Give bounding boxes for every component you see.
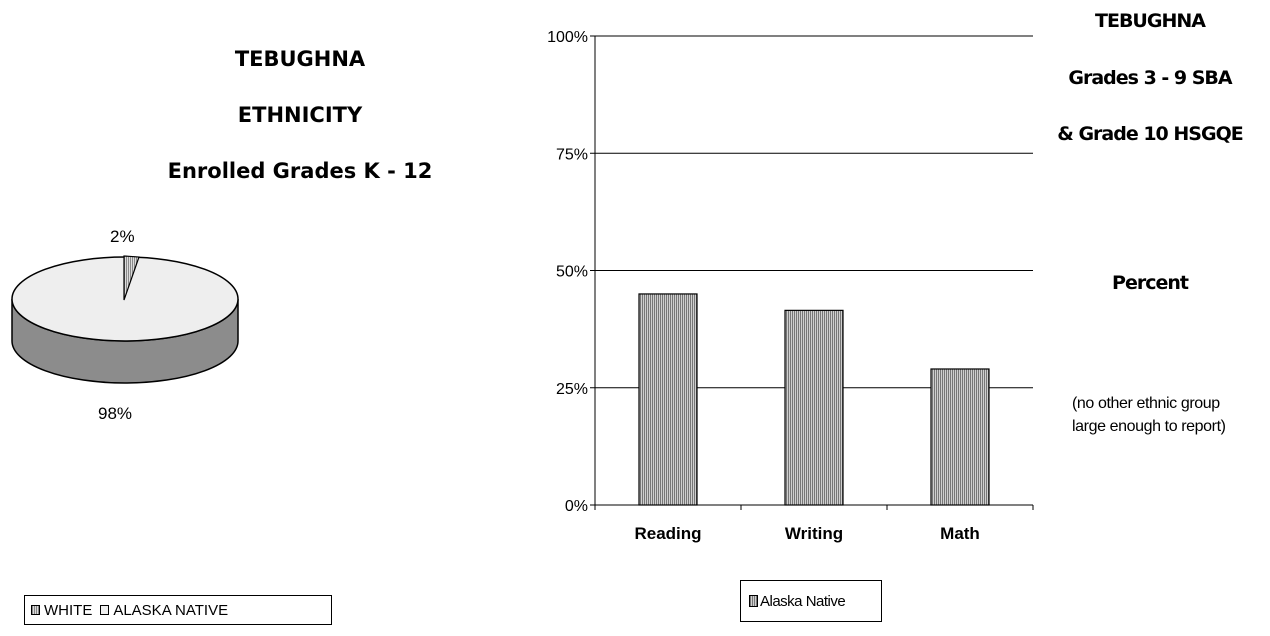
legend-item-white: WHITE (31, 602, 92, 619)
pie-title-line-2: ETHNICITY (237, 103, 363, 127)
legend-label-white: WHITE (44, 601, 93, 619)
pie-label-alaska-native: 98% (98, 404, 133, 423)
pie-slice-white (123, 255, 140, 301)
bar-ylabel: Percent (1112, 272, 1189, 294)
y-tick-label: 75% (556, 146, 588, 163)
pie-legend: WHITE ALASKA NATIVE (24, 595, 332, 625)
legend-item-alaska-native: ALASKA NATIVE (100, 602, 228, 619)
bar-writing (784, 309, 844, 506)
y-tick-label: 25% (556, 381, 588, 398)
legend-swatch-alaska-native (100, 605, 110, 615)
y-tick-label: 50% (556, 264, 588, 281)
legend-label-alaska-native: ALASKA NATIVE (113, 601, 229, 619)
x-tick-label: Writing (785, 524, 843, 543)
bar-math (930, 368, 990, 506)
bar-note: (no other ethnic group large enough to r… (1072, 395, 1226, 435)
x-tick-label: Math (940, 524, 980, 543)
bar-title-line-2: Grades 3 - 9 SBA (1068, 67, 1232, 89)
bar-reading (638, 293, 698, 506)
legend-swatch-white (31, 605, 40, 615)
pie-label-white: 2% (110, 227, 135, 246)
pie-title-line-3: Enrolled Grades K - 12 (167, 159, 433, 183)
x-tick-label: Reading (634, 524, 701, 543)
y-tick-label: 0% (565, 498, 588, 515)
bar-title-line-3: & Grade 10 HSGQE (1057, 123, 1243, 145)
legend-swatch-alaska-native-bar (749, 595, 758, 607)
y-tick-label: 100% (547, 29, 588, 46)
bar-chart: 0% 25% 50% 75% 100% Reading Writing Math (547, 29, 1034, 543)
pie-title-line-1: TEBUGHNA (234, 47, 366, 71)
bar-title-line-1: TEBUGHNA (1095, 10, 1206, 32)
legend-label-alaska-native-bar: Alaska Native (760, 592, 846, 610)
bar-legend: Alaska Native (740, 580, 882, 622)
